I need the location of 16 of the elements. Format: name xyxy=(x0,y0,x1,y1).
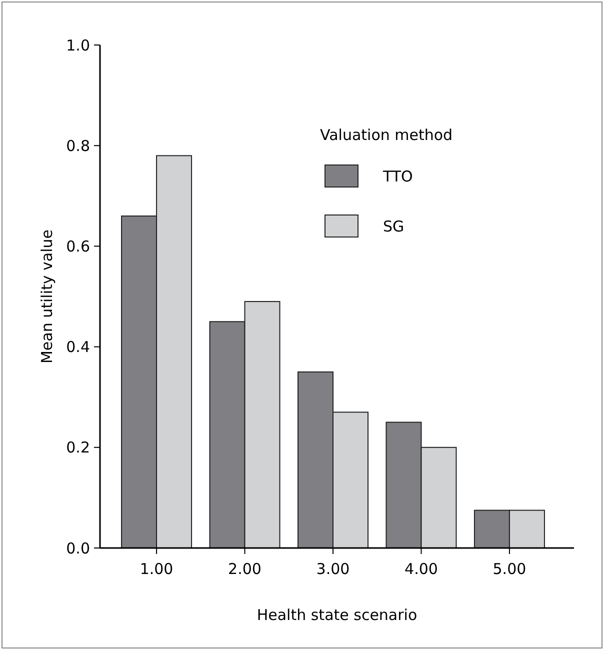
y-tick-label: 0.2 xyxy=(66,438,90,457)
y-tick-label: 1.0 xyxy=(66,36,90,54)
x-tick-label: 5.00 xyxy=(492,560,526,578)
y-tick-label: 0.0 xyxy=(66,539,90,558)
x-tick-label: 3.00 xyxy=(316,560,350,578)
legend-label: TTO xyxy=(382,167,413,186)
y-axis-title: Mean utility value xyxy=(38,229,56,364)
legend-label: SG xyxy=(383,217,404,236)
x-axis-title: Health state scenario xyxy=(256,606,418,624)
y-tick-label: 0.4 xyxy=(66,338,90,356)
x-tick-label: 2.00 xyxy=(228,560,262,578)
x-tick-label: 1.00 xyxy=(140,560,174,578)
x-tick-label: 4.00 xyxy=(404,560,438,578)
y-tick-label: 0.8 xyxy=(66,136,90,155)
legend-title: Valuation method xyxy=(320,126,453,144)
y-tick-label: 0.6 xyxy=(66,237,90,256)
